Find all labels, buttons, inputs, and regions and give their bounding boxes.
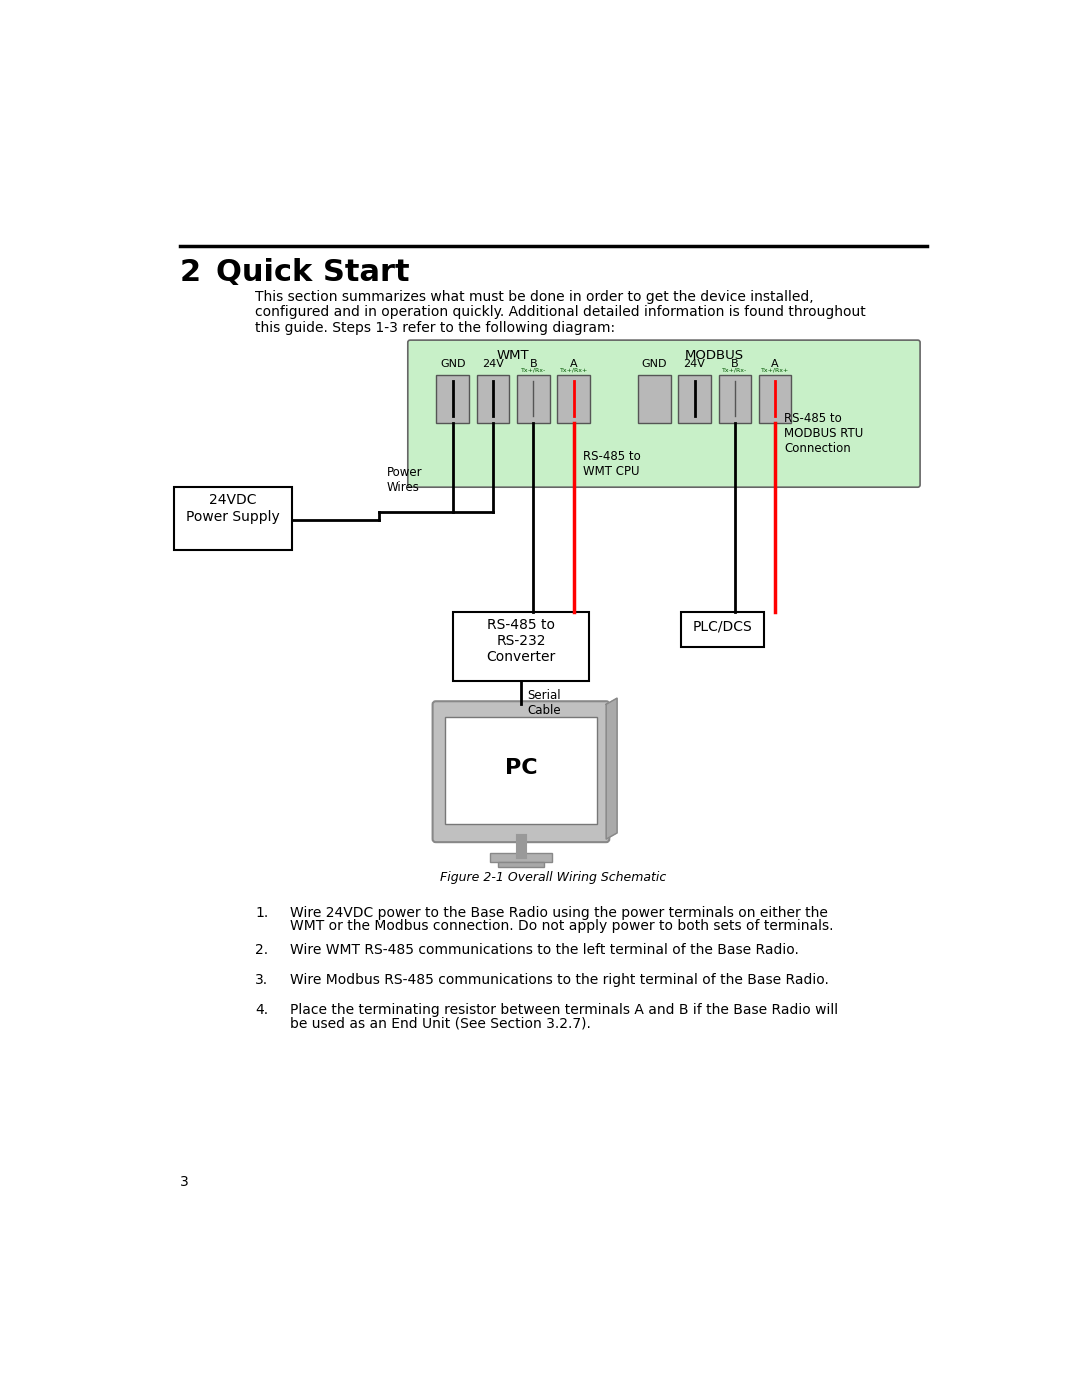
Text: Wire 24VDC power to the Base Radio using the power terminals on either the: Wire 24VDC power to the Base Radio using… bbox=[291, 907, 828, 921]
Text: WMT or the Modbus connection. Do not apply power to both sets of terminals.: WMT or the Modbus connection. Do not app… bbox=[291, 919, 834, 933]
Text: this guide. Steps 1-3 refer to the following diagram:: this guide. Steps 1-3 refer to the follo… bbox=[255, 321, 616, 335]
Text: Wire WMT RS-485 communications to the left terminal of the Base Radio.: Wire WMT RS-485 communications to the le… bbox=[291, 943, 799, 957]
Text: 3: 3 bbox=[180, 1175, 189, 1189]
Text: A: A bbox=[570, 359, 578, 369]
Text: configured and in operation quickly. Additional detailed information is found th: configured and in operation quickly. Add… bbox=[255, 306, 866, 320]
Bar bbox=[490, 854, 552, 862]
Bar bbox=[517, 374, 550, 422]
Bar bbox=[638, 374, 671, 422]
Bar bbox=[680, 612, 765, 647]
Text: RS-485 to
MODBUS RTU
Connection: RS-485 to MODBUS RTU Connection bbox=[784, 412, 864, 455]
Text: B: B bbox=[529, 359, 537, 369]
Text: GND: GND bbox=[440, 359, 465, 369]
Text: 24VDC
Power Supply: 24VDC Power Supply bbox=[186, 493, 280, 524]
Text: 3.: 3. bbox=[255, 974, 268, 988]
Text: Tx+/Rx+: Tx+/Rx+ bbox=[559, 367, 588, 373]
Text: 4.: 4. bbox=[255, 1003, 268, 1017]
Text: 2: 2 bbox=[180, 257, 201, 286]
Bar bbox=[557, 374, 590, 422]
Text: Place the terminating resistor between terminals A and B if the Base Radio will: Place the terminating resistor between t… bbox=[291, 1003, 838, 1017]
Text: 2.: 2. bbox=[255, 943, 268, 957]
Text: 1.: 1. bbox=[255, 907, 268, 921]
FancyBboxPatch shape bbox=[433, 701, 609, 842]
Text: RS-485 to
WMT CPU: RS-485 to WMT CPU bbox=[583, 450, 640, 478]
Text: B: B bbox=[731, 359, 739, 369]
Text: Serial
Cable: Serial Cable bbox=[527, 689, 561, 717]
Text: RS-485 to
RS-232
Converter: RS-485 to RS-232 Converter bbox=[486, 617, 555, 665]
Text: This section summarizes what must be done in order to get the device installed,: This section summarizes what must be don… bbox=[255, 291, 813, 305]
Text: WMT: WMT bbox=[497, 349, 529, 362]
Text: Wire Modbus RS-485 communications to the right terminal of the Base Radio.: Wire Modbus RS-485 communications to the… bbox=[291, 974, 828, 988]
Text: PLC/DCS: PLC/DCS bbox=[692, 620, 753, 634]
Bar bbox=[476, 374, 510, 422]
Text: Tx+/Rx-: Tx+/Rx- bbox=[521, 367, 546, 373]
Text: Tx+/Rx-: Tx+/Rx- bbox=[723, 367, 747, 373]
Text: 24V: 24V bbox=[482, 359, 504, 369]
Text: Quick Start: Quick Start bbox=[216, 257, 410, 286]
Text: Figure 2-1 Overall Wiring Schematic: Figure 2-1 Overall Wiring Schematic bbox=[441, 872, 666, 884]
Text: GND: GND bbox=[642, 359, 667, 369]
Bar bbox=[436, 374, 469, 422]
FancyBboxPatch shape bbox=[408, 339, 920, 488]
Bar bbox=[454, 612, 589, 682]
Text: Tx+/Rx+: Tx+/Rx+ bbox=[761, 367, 789, 373]
Text: 24V: 24V bbox=[684, 359, 705, 369]
Bar bbox=[445, 717, 597, 824]
Bar bbox=[498, 862, 544, 866]
Text: be used as an End Unit (See Section 3.2.7).: be used as an End Unit (See Section 3.2.… bbox=[291, 1016, 591, 1030]
Polygon shape bbox=[606, 698, 617, 840]
Bar bbox=[174, 488, 292, 550]
Text: PC: PC bbox=[504, 757, 537, 778]
Bar bbox=[678, 374, 711, 422]
Text: Power
Wires: Power Wires bbox=[387, 465, 422, 493]
Text: MODBUS: MODBUS bbox=[685, 349, 744, 362]
Bar bbox=[759, 374, 792, 422]
Bar bbox=[718, 374, 751, 422]
Text: A: A bbox=[771, 359, 779, 369]
